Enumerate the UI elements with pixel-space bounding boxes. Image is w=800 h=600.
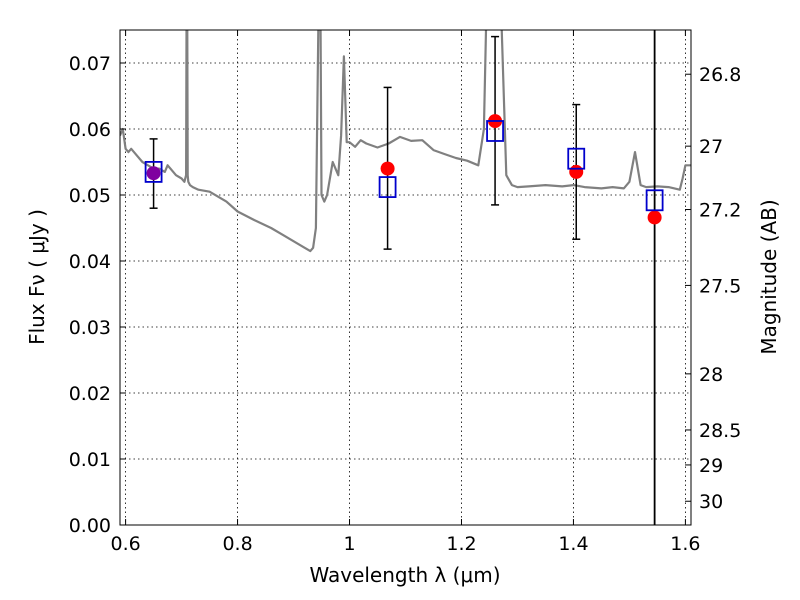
right-tick-label: 26.8 — [699, 64, 741, 86]
right-axis-label: Magnitude (AB) — [757, 199, 781, 354]
model-photometry-square — [144, 160, 163, 183]
x-tick-label: 1.2 — [446, 533, 476, 555]
observed-point — [647, 210, 662, 225]
grid-lines — [120, 30, 691, 526]
right-tick-label: 27 — [699, 136, 723, 158]
observed-point — [569, 164, 584, 179]
x-tick-label: 1 — [343, 533, 355, 555]
model-photometry-square — [486, 120, 504, 142]
y-tick-label: 0.05 — [69, 185, 111, 207]
right-tick-label: 27.2 — [699, 200, 741, 222]
x-tick-label: 1.4 — [558, 533, 588, 555]
right-tick-label: 29 — [699, 455, 723, 477]
model-photometry-square — [645, 189, 664, 212]
axis-ticks: 0.6 0.8 1 1.2 1.4 1.6 0.00 0.01 0.02 0.03 0.04 0.05… — [69, 30, 741, 555]
y-tick-label: 0.06 — [69, 119, 111, 141]
y-tick-label: 0.07 — [69, 53, 111, 75]
right-tick-label: 28 — [699, 364, 723, 386]
plot-frame — [119, 29, 692, 526]
y-tick-label: 0.00 — [69, 515, 111, 537]
model-photometry-square — [567, 147, 586, 170]
right-tick-label: 27.5 — [699, 275, 741, 297]
y-tick-label: 0.03 — [69, 317, 111, 339]
x-tick-label: 0.8 — [222, 533, 252, 555]
model-photometry-square — [378, 176, 397, 198]
observed-point — [146, 166, 161, 181]
observed-point — [380, 161, 395, 176]
x-tick-label: 0.6 — [110, 533, 140, 555]
model-spectrum-line — [120, 30, 691, 253]
y-tick-label: 0.01 — [69, 449, 111, 471]
right-tick-label: 28.5 — [699, 420, 741, 442]
x-axis-label: Wavelength λ (μm) — [309, 563, 500, 587]
y-tick-label: 0.04 — [69, 251, 111, 273]
right-tick-label: 30 — [699, 491, 723, 513]
y-axis-label: Flux Fν ( μJy ) — [25, 209, 49, 345]
y-tick-label: 0.02 — [69, 383, 111, 405]
plot-content — [120, 30, 691, 525]
x-tick-label: 1.6 — [670, 533, 700, 555]
